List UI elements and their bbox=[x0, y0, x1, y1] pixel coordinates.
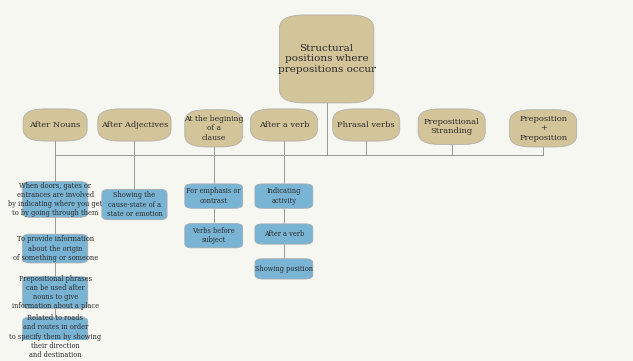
FancyBboxPatch shape bbox=[23, 317, 88, 356]
FancyBboxPatch shape bbox=[255, 259, 313, 279]
Text: Phrasal verbs: Phrasal verbs bbox=[337, 121, 395, 129]
FancyBboxPatch shape bbox=[23, 277, 88, 309]
Text: When doors, gates or
entrances are involved
by indicating where you get
to by go: When doors, gates or entrances are invol… bbox=[8, 182, 103, 217]
FancyBboxPatch shape bbox=[279, 15, 374, 103]
FancyBboxPatch shape bbox=[102, 189, 167, 220]
Text: After a verb: After a verb bbox=[259, 121, 309, 129]
Text: To provide information
about the origin
of something or someone: To provide information about the origin … bbox=[13, 235, 97, 262]
FancyBboxPatch shape bbox=[185, 110, 242, 147]
FancyBboxPatch shape bbox=[23, 234, 88, 263]
Text: Showing position: Showing position bbox=[255, 265, 313, 273]
Text: Prepositional phrases
can be used after
nouns to give
information about a place: Prepositional phrases can be used after … bbox=[11, 275, 99, 310]
FancyBboxPatch shape bbox=[23, 182, 88, 217]
FancyBboxPatch shape bbox=[98, 109, 171, 141]
FancyBboxPatch shape bbox=[255, 184, 313, 208]
Text: After Nouns: After Nouns bbox=[30, 121, 81, 129]
Text: For emphasis or
contrast: For emphasis or contrast bbox=[187, 187, 241, 205]
Text: After Adjectives: After Adjectives bbox=[101, 121, 168, 129]
Text: At the begining
of a
clause: At the begining of a clause bbox=[184, 115, 244, 142]
FancyBboxPatch shape bbox=[185, 223, 242, 248]
Text: Related to roads
and routes in order
to specify them by showing
their direction
: Related to roads and routes in order to … bbox=[9, 314, 101, 359]
FancyBboxPatch shape bbox=[23, 109, 87, 141]
FancyBboxPatch shape bbox=[510, 110, 577, 147]
FancyBboxPatch shape bbox=[333, 109, 400, 141]
FancyBboxPatch shape bbox=[185, 184, 242, 208]
Text: Prepositional
Stranding: Prepositional Stranding bbox=[423, 118, 480, 135]
Text: Preposition
+
Preposition: Preposition + Preposition bbox=[519, 115, 567, 142]
Text: Showing the
cause-state of a
state or emotion: Showing the cause-state of a state or em… bbox=[106, 191, 162, 218]
Text: Indicating
activity: Indicating activity bbox=[266, 187, 301, 205]
Text: Structural
positions where
prepositions occur: Structural positions where prepositions … bbox=[278, 44, 375, 74]
FancyBboxPatch shape bbox=[418, 109, 486, 144]
FancyBboxPatch shape bbox=[250, 109, 318, 141]
FancyBboxPatch shape bbox=[255, 224, 313, 244]
Text: After a verb: After a verb bbox=[264, 230, 304, 238]
Text: Verbs before
subject: Verbs before subject bbox=[192, 227, 235, 244]
